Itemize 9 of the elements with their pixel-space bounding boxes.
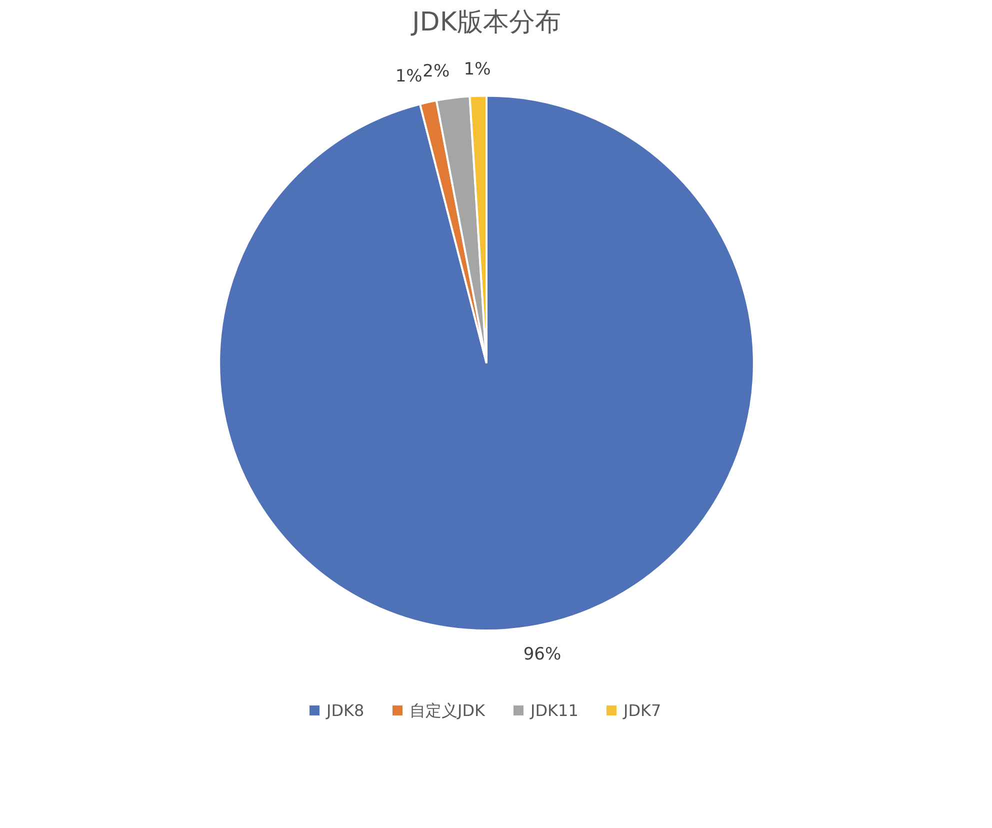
data-label: 1% <box>464 59 491 80</box>
data-label: 2% <box>422 62 450 82</box>
legend-label: JDK11 <box>530 700 578 720</box>
chart-title: JDK版本分布 <box>410 8 561 38</box>
legend-label: 自定义JDK <box>410 700 486 720</box>
legend-label: JDK8 <box>326 700 364 720</box>
data-label: 1% <box>395 66 422 86</box>
legend-label: JDK7 <box>622 700 662 720</box>
data-label: 96% <box>523 644 562 665</box>
